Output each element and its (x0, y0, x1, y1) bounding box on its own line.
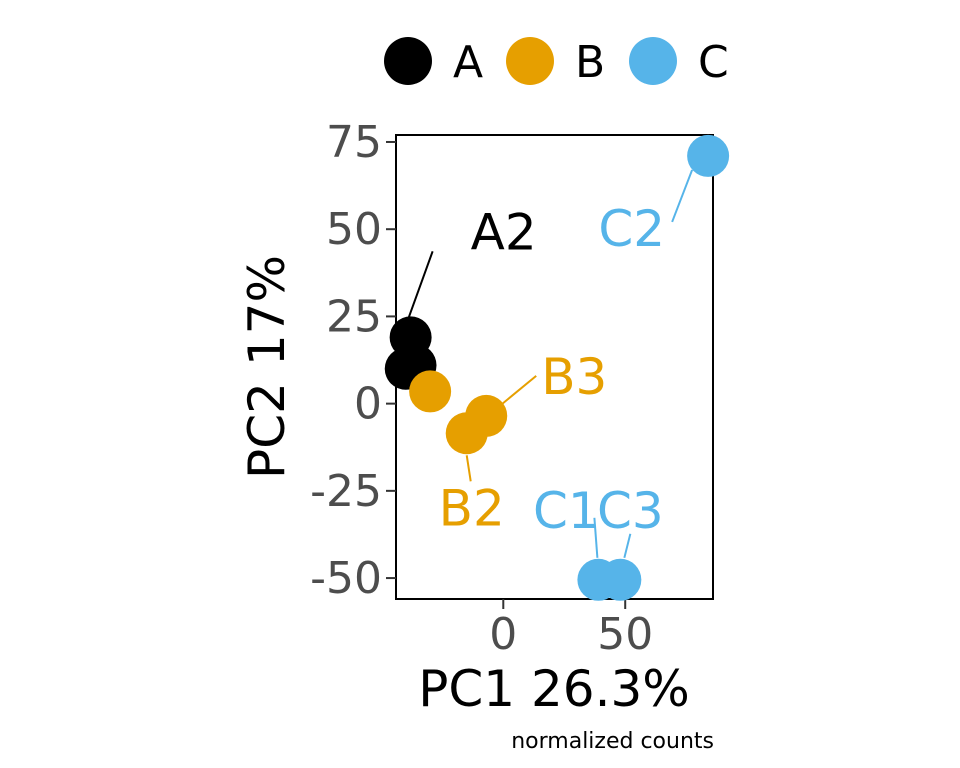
y-tick-label: 50 (326, 204, 382, 255)
point-label-c2: C2 (598, 200, 665, 258)
point-label-b2: B2 (439, 479, 505, 537)
point-label-c3: C3 (597, 482, 664, 540)
label-leader-b2 (465, 455, 472, 482)
legend: A B C (384, 37, 729, 88)
label-leader-c3 (623, 533, 632, 559)
legend-key-b (506, 37, 554, 85)
point-label-b3: B3 (541, 348, 607, 406)
data-point-c3 (599, 558, 642, 601)
x-tick-label: 0 (489, 609, 517, 660)
y-tick-label: 25 (326, 291, 382, 342)
data-point-c2 (687, 134, 730, 177)
y-tick-label: 0 (354, 379, 382, 430)
label-leader-c2 (671, 169, 694, 223)
y-axis: 75 50 25 0 -25 -50 (310, 117, 396, 604)
legend-label-a: A (453, 37, 483, 88)
label-leader-a2 (405, 251, 434, 324)
label-leader-b3 (501, 375, 537, 405)
plot-area: 75 50 25 0 -25 -50 0 50 A2 B2 B3 C1 C2 C3 (310, 117, 730, 660)
legend-key-c (629, 37, 677, 85)
x-axis-title: PC1 26.3% (418, 660, 690, 718)
point-label-a2: A2 (471, 203, 537, 261)
legend-key-a (384, 37, 432, 85)
data-point-b3 (465, 394, 508, 437)
legend-label-c: C (698, 37, 729, 88)
legend-label-b: B (575, 37, 605, 88)
caption: normalized counts (511, 729, 714, 754)
y-axis-title: PC2 17% (238, 255, 296, 479)
data-point-b1 (409, 370, 452, 413)
label-leader-c1 (593, 517, 599, 558)
data-points (384, 134, 730, 601)
x-tick-label: 50 (597, 609, 653, 660)
y-tick-label: 75 (326, 117, 382, 168)
y-tick-label: -25 (310, 466, 382, 517)
x-axis: 0 50 (489, 599, 653, 660)
point-labels: A2 B2 B3 C1 C2 C3 (405, 169, 694, 559)
y-tick-label: -50 (310, 553, 382, 604)
point-label-c1: C1 (533, 482, 600, 540)
